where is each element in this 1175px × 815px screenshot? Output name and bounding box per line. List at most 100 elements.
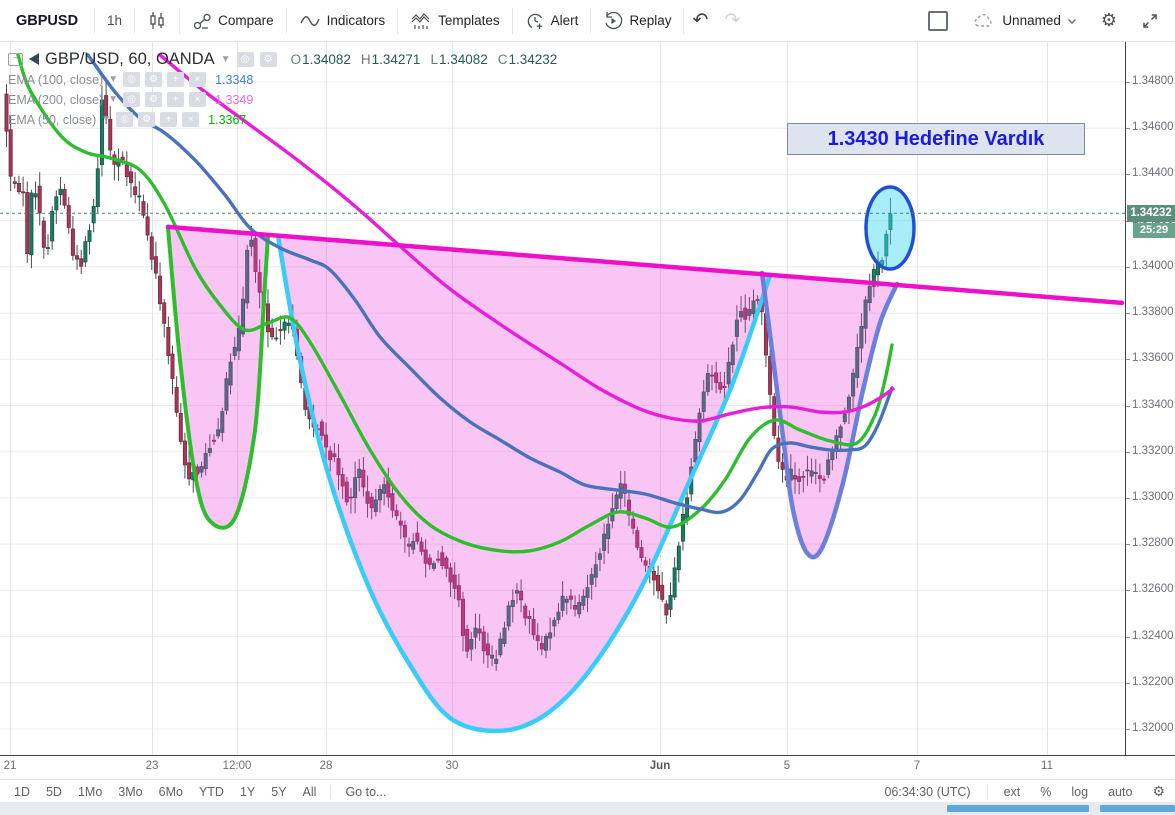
chart-style-button[interactable] — [135, 1, 179, 41]
compare-button[interactable]: Compare — [180, 1, 286, 41]
close-icon[interactable]: × — [189, 92, 207, 107]
time-axis[interactable]: 21 23 12:00 28 30 Jun 5 7 11 — [0, 755, 1175, 780]
range-button-5d[interactable]: 5D — [45, 784, 62, 799]
cloud-save-icon — [974, 13, 992, 27]
last-price-label: 1.34232 — [1127, 204, 1175, 222]
scrollbar-thumb[interactable] — [947, 805, 1089, 812]
chart-canvas[interactable]: − GBP/USD, 60, OANDA ▼ ◎ ⚙ O1.34082 H1.34… — [0, 41, 1125, 755]
redo-button[interactable]: ↷ — [724, 10, 741, 31]
plus-icon[interactable]: + — [160, 112, 178, 127]
indicators-icon — [299, 15, 320, 26]
templates-button[interactable]: Templates — [398, 1, 512, 41]
price-tick-label: 1.33200 — [1126, 444, 1174, 457]
range-button-1y[interactable]: 1Y — [239, 784, 256, 799]
alert-clock-icon — [527, 13, 542, 29]
range-button-1d[interactable]: 1D — [14, 784, 30, 799]
indicators-button[interactable]: Indicators — [287, 1, 398, 41]
fullscreen-button[interactable] — [1129, 1, 1175, 41]
caret-down-icon[interactable]: ▼ — [108, 74, 119, 85]
eye-icon[interactable]: ◎ — [123, 72, 141, 87]
caret-down-icon[interactable]: ▼ — [108, 94, 119, 105]
ema50-line — [16, 53, 894, 554]
top-toolbar: GBPUSD 1h Compare Indicators — [0, 0, 1175, 42]
ohlc-value: L1.34082 — [430, 51, 488, 67]
close-icon[interactable]: × — [182, 112, 200, 127]
legend-collapse-icon[interactable]: − — [8, 52, 23, 66]
indicator-name: EMA (100, close) — [8, 72, 104, 87]
scale-option-ext[interactable]: ext — [1003, 784, 1021, 799]
close-icon[interactable]: × — [189, 72, 207, 87]
horizontal-scrollbar-track[interactable] — [0, 802, 1175, 815]
toolbar-divider — [683, 7, 685, 34]
legend-symbol-title[interactable]: GBP/USD, 60, OANDA — [45, 49, 215, 68]
scale-option-log[interactable]: log — [1071, 784, 1089, 799]
legend-indicator-row[interactable]: EMA (200, close) ▼ ◎ ⚙ + × 1.3349 — [8, 90, 557, 109]
range-button-3mo[interactable]: 3Mo — [118, 784, 143, 799]
axis-settings-gear-icon[interactable]: ⚙ — [1152, 783, 1165, 799]
gear-icon[interactable]: ⚙ — [145, 72, 163, 87]
gear-icon[interactable]: ⚙ — [138, 112, 156, 127]
gear-icon[interactable]: ⚙ — [259, 51, 277, 67]
scale-option-auto[interactable]: auto — [1108, 784, 1133, 799]
price-tick-label: 1.32800 — [1126, 537, 1174, 550]
pattern-arc-left-shoulder — [166, 226, 270, 530]
alert-button[interactable]: Alert — [513, 1, 591, 41]
undo-button[interactable]: ↶ — [692, 10, 709, 31]
price-tick-label: 1.33000 — [1126, 490, 1174, 503]
eye-icon[interactable]: ◎ — [123, 92, 141, 107]
scrollbar-thumb[interactable] — [1100, 805, 1175, 812]
time-tick-label: 11 — [1041, 760, 1053, 772]
clock-utc-button[interactable]: 06:34:30 (UTC) — [884, 784, 971, 799]
range-button-ytd[interactable]: YTD — [198, 784, 224, 799]
alert-label: Alert — [550, 13, 579, 28]
cloud-layout-button[interactable]: Unnamed — [960, 1, 1089, 41]
indicator-value: 1.3348 — [215, 72, 254, 87]
scale-option-percent[interactable]: % — [1040, 784, 1052, 799]
legend-indicator-row[interactable]: EMA (100, close) ▼ ◎ ⚙ + × 1.3348 — [8, 70, 557, 89]
price-tick-label: 1.34800 — [1126, 75, 1174, 87]
layout-select-button[interactable] — [916, 1, 960, 41]
gear-icon[interactable]: ⚙ — [145, 92, 163, 107]
caret-down-icon[interactable]: ▼ — [220, 53, 231, 65]
ema100-line — [86, 53, 894, 515]
legend-indicator-row[interactable]: EMA (50, close) ▼ ◎ ⚙ + × 1.3367 — [8, 110, 557, 129]
fullscreen-icon — [1143, 13, 1157, 28]
toolbar-divider — [397, 7, 399, 34]
chart-properties-button[interactable]: ⚙ — [1089, 1, 1129, 41]
target-annotation[interactable]: 1.3430 Hedefine Vardık — [787, 123, 1085, 155]
time-tick-label: 12:00 — [222, 760, 252, 772]
eye-icon[interactable]: ◎ — [236, 51, 254, 67]
plus-icon[interactable]: + — [167, 92, 185, 107]
range-button-all[interactable]: All — [302, 784, 317, 799]
replay-label: Replay — [629, 13, 672, 28]
price-chart-svg[interactable] — [0, 41, 1125, 755]
goto-button[interactable]: Go to... — [345, 784, 387, 799]
ohlc-values: O1.34082 H1.34271 L1.34082 C1.34232 — [291, 52, 558, 67]
caret-down-icon[interactable]: ▼ — [101, 114, 112, 125]
neckline-trendline — [165, 224, 1125, 306]
range-button-6mo[interactable]: 6Mo — [158, 784, 183, 799]
price-axis[interactable]: 1.348001.346001.344001.342001.340001.338… — [1125, 41, 1175, 755]
pattern-arc-head — [275, 233, 773, 734]
price-tick-label: 1.32000 — [1126, 722, 1174, 734]
price-tick-label: 1.32600 — [1126, 583, 1174, 596]
symbol-button[interactable]: GBPUSD — [16, 12, 79, 29]
symbol-flag-icon — [29, 53, 39, 65]
toolbar-divider — [94, 7, 96, 34]
pattern-fill-head — [278, 235, 770, 731]
time-tick-label: 7 — [913, 760, 921, 772]
plus-icon[interactable]: + — [167, 72, 185, 87]
chart-legend: − GBP/USD, 60, OANDA ▼ ◎ ⚙ O1.34082 H1.34… — [8, 49, 557, 129]
layout-name-label: Unnamed — [1002, 13, 1061, 28]
price-tick-label: 1.32400 — [1126, 629, 1174, 642]
interval-button[interactable]: 1h — [107, 13, 123, 28]
toolbar-divider — [590, 7, 592, 34]
range-button-5y[interactable]: 5Y — [271, 784, 287, 799]
replay-button[interactable]: Replay — [591, 1, 683, 41]
toolbar-divider — [511, 7, 513, 34]
price-tick-label: 1.32200 — [1126, 675, 1174, 688]
eye-icon[interactable]: ◎ — [116, 112, 134, 127]
toolbar-divider — [179, 7, 181, 34]
range-button-1mo[interactable]: 1Mo — [77, 784, 103, 799]
